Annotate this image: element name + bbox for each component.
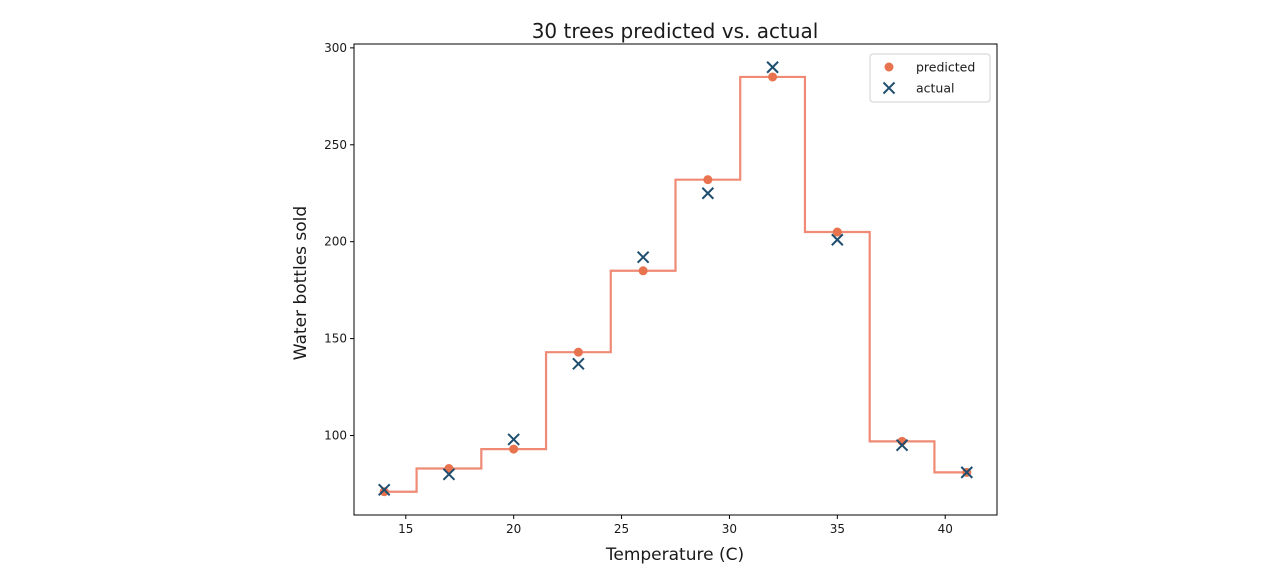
y-tick-label: 200 [324, 235, 347, 249]
x-tick-label: 25 [614, 522, 629, 536]
predicted-point [703, 175, 713, 185]
actual-marker-stroke [895, 439, 909, 452]
actual-marker-stroke [507, 433, 520, 446]
actual-marker-stroke [442, 468, 456, 481]
legend-actual-label: actual [916, 81, 955, 96]
actual-marker-stroke [960, 466, 973, 479]
actual-marker-stroke [831, 233, 844, 246]
legend-predicted-marker [884, 62, 894, 72]
x-tick-label: 40 [938, 522, 953, 536]
x-tick-label: 15 [398, 522, 413, 536]
legend-actual-stroke [882, 81, 896, 95]
actual-point [507, 433, 520, 446]
actual-point [831, 233, 844, 246]
y-axis-label: Water bottles sold [291, 206, 311, 360]
legend-predicted-label: predicted [916, 60, 975, 75]
actual-point [701, 187, 715, 200]
actual-marker-stroke [636, 251, 650, 264]
x-axis-label: Temperature (C) [605, 545, 744, 565]
actual-point [378, 483, 391, 497]
actual-point [636, 251, 650, 264]
y-tick-label: 250 [324, 138, 347, 152]
x-tick-label: 35 [830, 522, 845, 536]
actual-marker-stroke [572, 357, 585, 371]
x-tick-label: 20 [506, 522, 521, 536]
predicted-point [832, 227, 842, 237]
x-tick-label: 30 [722, 522, 737, 536]
predicted-point [768, 72, 778, 82]
actual-point [960, 466, 973, 479]
legend-box [869, 53, 991, 103]
legend-actual-marker [882, 81, 896, 95]
predicted-point [509, 444, 519, 454]
y-tick-label: 300 [324, 41, 347, 55]
predicted-point [638, 266, 648, 276]
legend: predicted actual [869, 53, 991, 103]
y-tick-label: 100 [324, 429, 347, 443]
actual-point [442, 468, 456, 481]
actual-point [766, 61, 779, 74]
plot-area [378, 61, 973, 497]
plot-frame [353, 43, 998, 516]
predicted-step-line [384, 75, 967, 493]
predicted-point [573, 347, 583, 357]
actual-point [895, 439, 909, 452]
actual-marker-stroke [766, 61, 779, 74]
actual-point [572, 357, 585, 371]
predicted-point [379, 487, 389, 497]
chart-title: 30 trees predicted vs. actual [532, 19, 819, 43]
actual-marker-stroke [701, 187, 715, 200]
y-tick-label: 150 [324, 332, 347, 346]
actual-marker-stroke [378, 483, 391, 497]
